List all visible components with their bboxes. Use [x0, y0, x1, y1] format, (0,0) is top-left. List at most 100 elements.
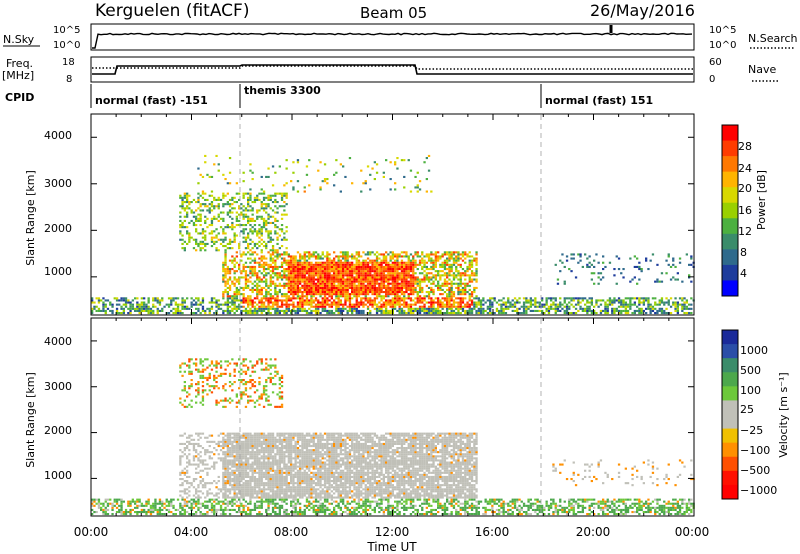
heatmap-cell — [294, 293, 297, 296]
heatmap-cell — [389, 188, 392, 191]
heatmap-cell — [310, 276, 313, 279]
heatmap-cell — [287, 282, 290, 285]
heatmap-cell — [219, 226, 223, 229]
heatmap-cell — [188, 486, 191, 489]
heatmap-cell — [240, 276, 243, 279]
heatmap-cell — [253, 198, 257, 201]
heatmap-cell — [120, 312, 123, 315]
heatmap-cell — [145, 303, 148, 306]
heatmap-cell — [305, 251, 309, 254]
heatmap-cell — [427, 293, 431, 296]
heatmap-cell — [215, 370, 218, 373]
heatmap-cell — [278, 247, 281, 250]
heatmap-cell — [253, 224, 257, 227]
heatmap-cell — [464, 272, 467, 275]
heatmap-cell — [459, 278, 462, 281]
heatmap-cell — [124, 511, 128, 514]
heatmap-cell — [301, 309, 304, 312]
heatmap-cell — [446, 295, 449, 298]
heatmap-cell — [403, 263, 406, 266]
heatmap-cell — [303, 263, 306, 266]
heatmap-cell — [186, 445, 189, 448]
heatmap-cell — [190, 442, 193, 445]
heatmap-cell — [351, 261, 354, 264]
heatmap-cell — [199, 301, 202, 304]
heatmap-cell — [258, 215, 261, 218]
heatmap-cell — [242, 251, 245, 254]
heatmap-cell — [434, 253, 437, 256]
heatmap-cell — [342, 286, 345, 289]
heatmap-cell — [599, 278, 603, 281]
heatmap-cell — [192, 506, 196, 509]
heatmap-cell — [489, 303, 492, 306]
heatmap-cell — [118, 299, 121, 302]
heatmap-cell — [283, 309, 286, 312]
heatmap-cell — [167, 502, 171, 505]
heatmap-cell — [333, 280, 336, 283]
heatmap-cell — [296, 261, 300, 264]
heatmap-cell — [186, 475, 189, 478]
heatmap-cell — [351, 309, 354, 312]
heatmap-cell — [470, 278, 474, 281]
heatmap-cell — [366, 284, 370, 287]
heatmap-cell — [258, 224, 261, 227]
heatmap-cell — [183, 196, 186, 199]
heatmap-cell — [247, 242, 250, 245]
heatmap-cell — [321, 261, 324, 264]
heatmap-cell — [450, 295, 453, 298]
heatmap-cell — [235, 449, 238, 452]
heatmap-cell — [351, 303, 354, 306]
colorbar-swatch — [722, 125, 738, 142]
heatmap-cell — [674, 309, 677, 312]
heatmap-cell — [238, 469, 241, 472]
heatmap-cell — [224, 502, 227, 505]
heatmap-cell — [647, 303, 650, 306]
heatmap-cell — [238, 358, 241, 361]
heatmap-cell — [91, 504, 94, 507]
heatmap-cell — [206, 209, 209, 212]
heatmap-cell — [400, 259, 404, 262]
heatmap-cell — [606, 299, 609, 302]
heatmap-cell — [290, 297, 293, 300]
heatmap-cell — [195, 219, 198, 222]
heatmap-cell — [219, 432, 223, 435]
heatmap-cell — [156, 312, 159, 315]
heatmap-cell — [321, 293, 324, 296]
heatmap-cell — [129, 502, 132, 505]
heatmap-cell — [362, 309, 365, 312]
heatmap-cell — [455, 251, 458, 254]
heatmap-cell — [265, 272, 268, 275]
heatmap-cell — [482, 312, 485, 315]
heatmap-cell — [296, 161, 300, 164]
heatmap-cell — [319, 270, 322, 273]
heatmap-cell — [337, 276, 340, 279]
heatmap-cell — [228, 449, 232, 452]
heatmap-cell — [290, 280, 293, 283]
heatmap-cell — [231, 461, 234, 464]
heatmap-cell — [228, 240, 232, 243]
heatmap-cell — [235, 405, 238, 408]
heatmap-cell — [418, 280, 422, 283]
heatmap-cell — [333, 270, 336, 273]
heatmap-cell — [362, 291, 365, 294]
heatmap-cell — [235, 436, 238, 439]
heatmap-cell — [362, 251, 365, 254]
heatmap-cell — [222, 230, 225, 233]
heatmap-cell — [111, 309, 114, 312]
heatmap-cell — [213, 198, 216, 201]
heatmap-cell — [608, 261, 612, 264]
heatmap-cell — [260, 299, 263, 302]
heatmap-cell — [219, 459, 223, 462]
heatmap-cell — [147, 508, 150, 511]
heatmap-cell — [387, 284, 390, 287]
heatmap-cell — [226, 447, 229, 450]
heatmap-cell — [152, 312, 155, 315]
heatmap-cell — [464, 297, 467, 300]
heatmap-cell — [247, 215, 250, 218]
heatmap-cell — [466, 291, 469, 294]
heatmap-cell — [371, 299, 374, 302]
heatmap-cell — [152, 508, 155, 511]
heatmap-cell — [233, 508, 236, 511]
heatmap-cell — [253, 228, 257, 231]
heatmap-cell — [217, 496, 220, 499]
